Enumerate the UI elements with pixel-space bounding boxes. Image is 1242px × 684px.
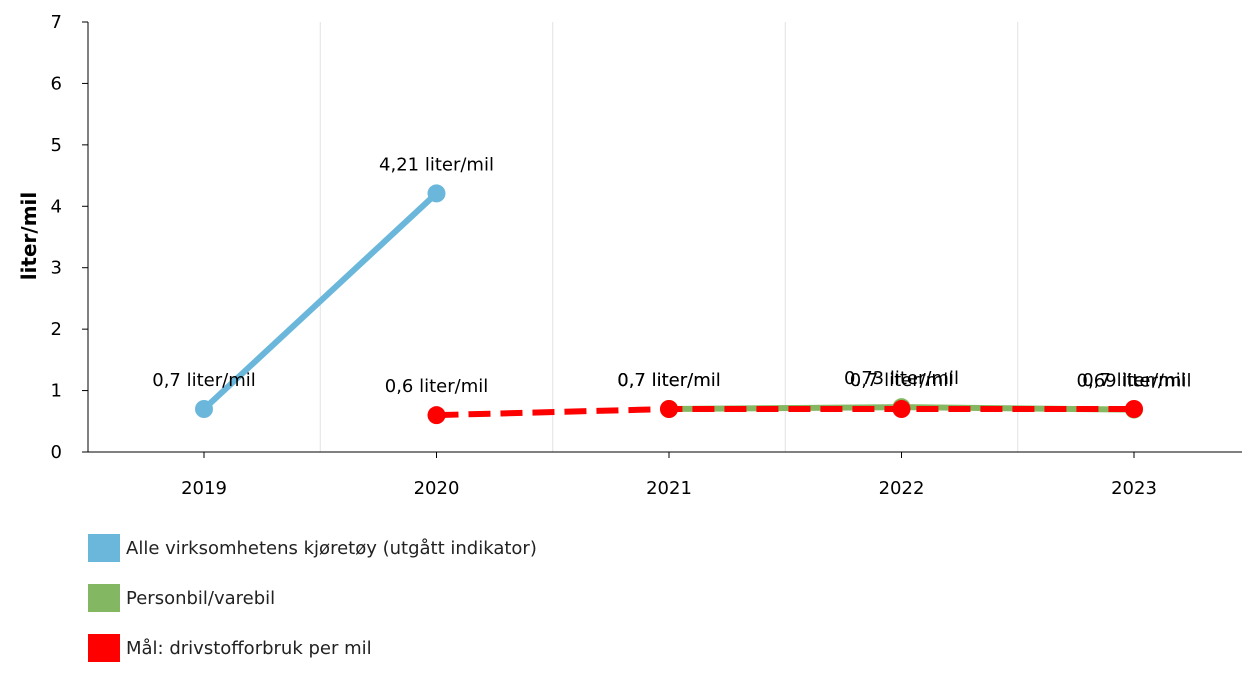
legend-item-goal[interactable]: Mål: drivstofforbruk per mil — [88, 634, 537, 662]
y-tick-label: 5 — [51, 135, 62, 156]
data-labels: 0,7 liter/mil 4,21 liter/mil 0,7 liter/mil… — [152, 154, 1191, 397]
legend-item-passenger-van[interactable]: Personbil/varebil — [88, 584, 537, 612]
y-tick-label: 6 — [51, 73, 62, 94]
x-tick-label: 2020 — [414, 478, 460, 499]
y-tick-label: 2 — [51, 319, 62, 340]
legend-label: Mål: drivstofforbruk per mil — [126, 637, 372, 659]
legend-swatch — [88, 534, 120, 562]
x-tick-label: 2023 — [1111, 478, 1157, 499]
data-point — [195, 400, 213, 418]
data-point — [427, 406, 446, 425]
series-lines — [195, 184, 1143, 425]
y-tick-label: 1 — [51, 381, 62, 402]
line-chart: 0 1 2 3 4 5 6 7 2019 2020 2021 2022 2023 0,7 liter/m… — [17, 12, 1242, 499]
data-label: 0,7 liter/mil — [850, 370, 953, 391]
data-point — [1125, 400, 1143, 418]
legend: Alle virksomhetens kjøretøy (utgått indi… — [88, 534, 537, 684]
data-point — [892, 400, 911, 418]
data-label: 0,73 liter/mil — [844, 368, 959, 389]
y-tick-label: 4 — [51, 196, 62, 217]
legend-label: Alle virksomhetens kjøretøy (utgått indi… — [126, 537, 537, 559]
y-tick-label: 0 — [51, 442, 62, 463]
data-point — [660, 400, 678, 418]
legend-swatch — [88, 584, 120, 612]
grid — [319, 22, 1019, 452]
data-label: 0,7 liter/mil — [617, 370, 720, 391]
data-label: 0,69 liter/mil — [1077, 371, 1192, 392]
series-line — [201, 191, 439, 412]
legend-label: Personbil/varebil — [126, 587, 276, 609]
legend-item-all-vehicles[interactable]: Alle virksomhetens kjøretøy (utgått indi… — [88, 534, 537, 562]
data-label: 0,7 liter/mil — [617, 370, 720, 391]
x-tick-label: 2019 — [181, 478, 227, 499]
series-line — [436, 406, 1134, 419]
axes: 0 1 2 3 4 5 6 7 2019 2020 2021 2022 2023 — [51, 12, 1242, 499]
y-tick-label: 3 — [51, 258, 62, 279]
y-tick-label: 7 — [51, 12, 62, 33]
data-label: 0,7 liter/mil — [1082, 370, 1185, 391]
y-axis-title: liter/mil — [17, 192, 41, 281]
data-point — [427, 184, 446, 203]
x-tick-label: 2022 — [879, 478, 925, 499]
data-label: 0,7 liter/mil — [152, 370, 255, 391]
legend-swatch — [88, 634, 120, 662]
data-label: 0,6 liter/mil — [385, 376, 488, 397]
data-label: 4,21 liter/mil — [379, 154, 494, 175]
x-tick-label: 2021 — [646, 478, 692, 499]
